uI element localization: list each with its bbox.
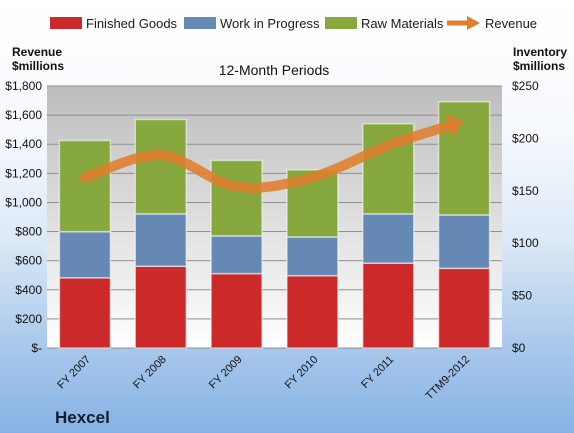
category-label: FY 2009 (207, 354, 245, 392)
category-label: FY 2011 (359, 354, 396, 391)
bar-finished-goods (134, 265, 187, 349)
bar-work-in-progress (362, 213, 415, 264)
bar-raw-materials (134, 118, 187, 215)
plot-title: 12-Month Periods (219, 62, 330, 78)
legend-item-revenue: Revenue (447, 16, 537, 31)
legend-item-work-in-progress: Work in Progress (184, 16, 320, 31)
bar-work-in-progress (437, 214, 491, 270)
bar-finished-goods (210, 272, 263, 349)
legend-swatch-raw-materials (325, 17, 357, 29)
left-axis-title-line1: Revenue (12, 45, 62, 59)
bar-work-in-progress (286, 236, 339, 277)
revenue-arrowhead (445, 114, 465, 138)
left-tick-label: $600 (15, 254, 42, 268)
left-tick-label: $1,600 (5, 108, 42, 122)
left-tick-label: $200 (15, 312, 42, 326)
left-tick-label: $400 (15, 283, 42, 297)
right-axis-title-line1: Inventory (513, 45, 567, 59)
gridlines (47, 85, 502, 349)
left-tick-label: $1,200 (5, 166, 42, 180)
legend-arrow-revenue (467, 16, 480, 30)
left-tick-label: $800 (15, 225, 42, 239)
legend-swatch-finished-goods (50, 17, 82, 29)
left-tick-label: $- (31, 341, 42, 355)
bar-raw-materials (437, 100, 491, 216)
category-label: TTM9-2012 (424, 354, 473, 403)
legend-item-raw-materials: Raw Materials (325, 16, 444, 31)
category-labels: FY 2007 FY 2008 FY 2009 FY 2010 FY 2011 TTM9-… (55, 354, 472, 403)
left-tick-label: $1,800 (5, 79, 42, 93)
bar-raw-materials (210, 159, 263, 237)
right-tick-label: $0 (512, 341, 526, 355)
bar-raw-materials (58, 139, 112, 233)
company-name: Hexcel (55, 408, 110, 427)
left-axis-ticks: $- $200 $400 $600 $800 $1,000 $1,200 $1,400 $1,6… (5, 79, 42, 355)
left-axis-title-line2: $millions (12, 59, 64, 73)
category-label: FY 2008 (131, 354, 169, 392)
legend: Finished Goods Work in Progress Raw Mate… (50, 16, 537, 31)
legend-label-finished-goods: Finished Goods (86, 16, 178, 31)
legend-label-revenue: Revenue (485, 16, 537, 31)
revenue-line (79, 114, 465, 193)
bar-work-in-progress (134, 213, 187, 268)
legend-item-finished-goods: Finished Goods (50, 16, 178, 31)
legend-label-raw-materials: Raw Materials (361, 16, 444, 31)
bar-finished-goods (437, 267, 491, 349)
right-tick-label: $200 (512, 131, 539, 145)
bar-finished-goods (58, 277, 112, 349)
left-tick-label: $1,400 (5, 137, 42, 151)
left-tick-label: $1,000 (5, 195, 42, 209)
right-axis-title-line2: $millions (513, 59, 565, 73)
category-label: FY 2007 (55, 354, 93, 392)
bar-finished-goods (286, 274, 339, 349)
right-tick-label: $100 (512, 236, 539, 250)
legend-label-work-in-progress: Work in Progress (220, 16, 320, 31)
revenue-line-path (79, 120, 454, 193)
bar-work-in-progress (210, 235, 263, 275)
right-tick-label: $50 (512, 289, 532, 303)
category-label: FY 2010 (283, 354, 321, 392)
legend-swatch-work-in-progress (184, 17, 216, 29)
right-tick-label: $250 (512, 79, 539, 93)
bar-work-in-progress (58, 230, 112, 279)
bar-finished-goods (362, 262, 415, 349)
right-axis-ticks: $0 $50 $100 $150 $200 $250 (512, 79, 539, 355)
right-tick-label: $150 (512, 184, 539, 198)
